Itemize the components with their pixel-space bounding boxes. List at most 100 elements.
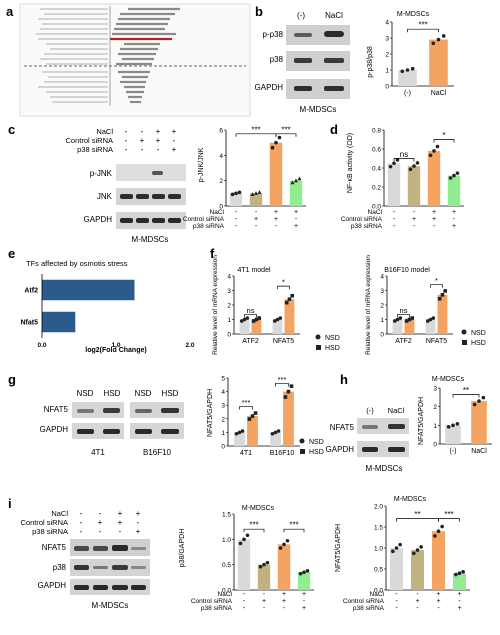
panel-h-lane-1: (-)	[366, 406, 374, 415]
chart-f1-point	[275, 317, 280, 322]
panel-d-letter: d	[330, 122, 338, 137]
chart-f-b16f10: Relative level of mRNA expression 0 1 2 3 4 A…	[365, 255, 453, 355]
panel-i: i NaCl Control siRNA p38 siRNA - - + +- + + --…	[8, 496, 470, 612]
chart-b-tick-label: 0	[385, 84, 389, 91]
chart-i2-sign: +	[457, 591, 461, 598]
chart-d-point	[388, 164, 393, 169]
chart-c-point	[237, 190, 242, 195]
chart-d-point	[428, 153, 433, 158]
chart-d-sig-label: ns	[400, 150, 408, 159]
chart-i1-bar	[237, 539, 251, 590]
chart-i1-sig-label: ***	[289, 521, 298, 530]
chart-f2-bar	[392, 319, 403, 334]
chart-f2-point	[428, 317, 433, 322]
chart-f1-sig-bracket	[244, 314, 257, 318]
chart-g-legend-nsd: NSD	[309, 439, 324, 446]
chart-i2-tick-label: 0.5	[374, 567, 383, 574]
chart-i2-point	[412, 551, 416, 556]
chart-f2-sig-label: *	[435, 276, 438, 285]
chart-i1-sign: -	[303, 598, 306, 605]
chart-f1-point	[242, 317, 247, 322]
blot-label-nfat5-i: NFAT5	[42, 543, 67, 552]
panel-g-lane-3: NSD	[135, 389, 152, 398]
chart-c-ylabel: p-JNK/JNK	[198, 147, 205, 182]
chart-i1-point	[245, 533, 250, 538]
chart-i2-point	[454, 572, 458, 577]
chart-c-sign: -	[235, 216, 238, 223]
chart-f1-sig-label: *	[282, 278, 285, 287]
chart-d-bar	[407, 166, 421, 206]
chart-h-point	[472, 402, 477, 407]
chart-c-point	[234, 191, 238, 196]
panel-e-letter: e	[8, 246, 15, 261]
chart-i1-point	[242, 537, 246, 542]
chart-d-tick-label: 0.6	[372, 147, 381, 154]
i-signs-sign: -	[137, 518, 140, 527]
chart-g-bar	[270, 432, 281, 446]
chart-b-point	[405, 68, 410, 72]
chart-h-point	[455, 422, 460, 426]
chart-f1-cat-label: ATF2	[242, 338, 259, 345]
chart-i1-tick-label: 0.0	[222, 588, 231, 595]
chart-i1-row-nacl: NaCl	[218, 591, 233, 598]
chart-g-point	[283, 395, 288, 399]
chart-i2-sig-bracket	[438, 518, 460, 522]
chart-g-point	[286, 389, 291, 394]
chart-b-bar	[429, 39, 448, 86]
c-signs-sign: -	[141, 145, 144, 154]
panel-g: g NSD HSD NSD HSD NFAT5 GAPDH 4T1 B16F10…	[8, 372, 324, 457]
chart-d-sign: -	[393, 209, 396, 216]
chart-g-point	[247, 417, 252, 421]
chart-i2-point	[436, 529, 441, 533]
panel-i-blot	[70, 539, 150, 595]
panel-c-blot	[116, 164, 186, 229]
chart-d: NF-κB activity (OD) 0.00.20.40.60.8----+…	[347, 128, 464, 230]
chart-i2-bar	[452, 573, 467, 590]
blot-label-p-p38: p-p38	[263, 30, 284, 39]
blot-label-nfat5-g: NFAT5	[44, 405, 69, 414]
i-signs-sign: +	[136, 509, 141, 518]
chart-g-point	[237, 430, 242, 435]
chart-f2-point	[407, 317, 412, 322]
chart-d-sign: -	[393, 223, 396, 230]
chart-i2-sign: -	[395, 598, 398, 605]
chart-c-point	[230, 192, 235, 197]
chart-f2-cat-label: NFAT5	[426, 338, 447, 345]
chart-g-sig-bracket	[239, 406, 253, 410]
panel-c-letter: c	[8, 122, 15, 137]
chart-i2-row-p38: p38 siRNA	[353, 605, 385, 612]
chart-h-tick-label: 0	[433, 442, 437, 449]
chart-i2-row-nacl: NaCl	[370, 591, 385, 598]
c-signs-sign: +	[156, 127, 161, 136]
panel-g-group-b16f10: B16F10	[143, 448, 172, 457]
chart-h-tick-label: 2	[433, 404, 437, 411]
chart-i2-sign: +	[436, 598, 440, 605]
panel-c-row-nacl: NaCl	[96, 127, 113, 136]
i-signs-sign: +	[118, 509, 123, 518]
c-signs-sign: -	[125, 127, 128, 136]
blot-label-gapdh-c: GAPDH	[84, 215, 113, 224]
chart-d-row-nacl: NaCl	[368, 209, 383, 216]
chart-d-row-control: Control siRNA	[341, 216, 383, 223]
chart-i2-sign: +	[436, 591, 440, 598]
panel-h: h (-) NaCl NFAT5 GAPDH M-MDSCs M-MDSCs N…	[326, 372, 492, 473]
chart-f2-point	[440, 293, 445, 297]
chart-b-tick-label: 1	[385, 68, 389, 75]
chart-c-point	[270, 145, 275, 150]
chart-c-sig-bracket	[275, 133, 297, 137]
chart-e-bar	[42, 311, 76, 333]
chart-c-sign: +	[294, 223, 298, 230]
chart-i1-sign: -	[263, 591, 266, 598]
chart-f1-tick-label: 3	[227, 288, 231, 295]
chart-h-point	[477, 399, 481, 403]
chart-i2-point	[394, 546, 399, 550]
chart-i2-sig-label: **	[414, 510, 420, 519]
chart-c-tick-label: 6	[219, 128, 223, 135]
chart-d-point	[452, 173, 456, 178]
panel-h-lane-2: NaCl	[388, 406, 405, 415]
chart-g-point	[253, 411, 258, 415]
chart-f-4t1: Relative level of mRNA expression 0 1 2 3 4 A…	[212, 255, 300, 355]
chart-i2-sign: +	[415, 598, 419, 605]
chart-d-point	[432, 149, 436, 153]
chart-i2-tick-label: 1.5	[374, 525, 383, 532]
